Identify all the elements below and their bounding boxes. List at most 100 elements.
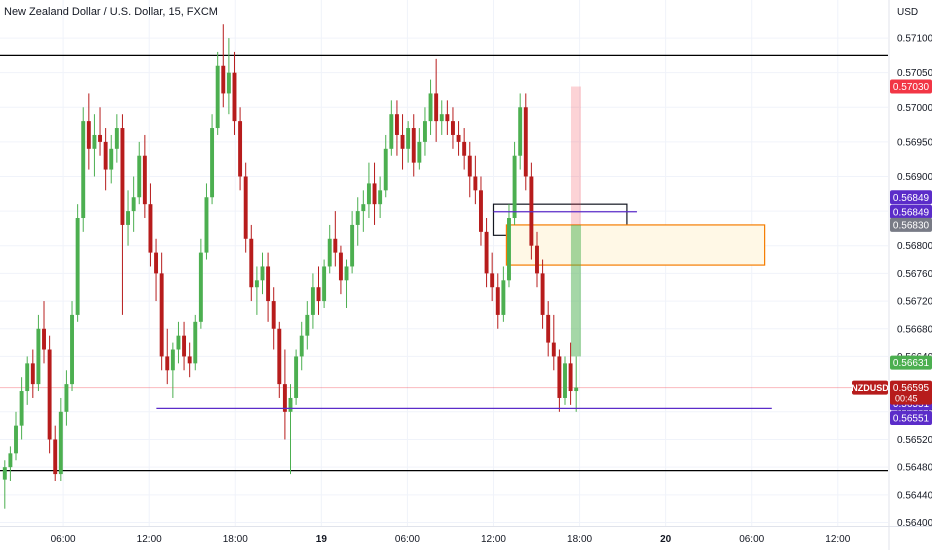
candle — [19, 377, 24, 440]
zone-box — [505, 224, 766, 266]
candle-body — [434, 93, 439, 122]
symbol-tag — [852, 380, 888, 395]
candle-body — [176, 335, 181, 350]
candle — [131, 176, 136, 232]
candle-body — [551, 342, 556, 357]
candle — [338, 245, 343, 295]
candle — [58, 397, 63, 482]
candle — [417, 128, 422, 170]
candle-body — [25, 363, 30, 392]
candle-body — [574, 387, 579, 392]
time-tick-label: 06:00 — [739, 534, 764, 545]
candle-body — [47, 349, 52, 440]
candle-body — [260, 266, 265, 281]
symbol-tag-label: NZDUSD — [851, 383, 889, 393]
candle-body — [36, 328, 41, 385]
candle — [215, 51, 220, 135]
candle — [450, 107, 455, 149]
candle-body — [198, 252, 203, 322]
candle-body — [316, 287, 321, 302]
candle — [299, 321, 304, 371]
price-tick-label: 0.56680 — [897, 324, 932, 335]
candle-body — [221, 65, 226, 94]
candle — [557, 349, 562, 412]
candle — [165, 328, 170, 385]
candle-body — [540, 273, 545, 315]
time-tick-label: 06:00 — [51, 534, 76, 545]
candle — [316, 266, 321, 315]
candle-body — [361, 204, 366, 212]
candle-body — [428, 93, 433, 122]
candle-body — [137, 155, 142, 198]
candle — [221, 24, 226, 108]
candle — [473, 155, 478, 205]
candle-body — [338, 252, 343, 281]
candle — [479, 176, 483, 246]
candle — [154, 238, 159, 302]
price-tick-label: 0.57000 — [897, 103, 932, 114]
price-badge — [890, 355, 932, 370]
last-price-label: 0.56595 — [893, 383, 930, 394]
candle-body — [445, 114, 450, 122]
candle — [495, 273, 500, 329]
candle — [523, 93, 528, 191]
candle — [310, 273, 315, 329]
candle — [462, 128, 467, 170]
candle-body — [159, 273, 164, 357]
candle — [551, 314, 556, 371]
candle — [142, 134, 147, 219]
candle-body — [546, 314, 551, 343]
candle — [70, 301, 74, 392]
candle-body — [417, 141, 422, 163]
candle — [126, 190, 131, 246]
candle-body — [14, 425, 18, 454]
candle — [456, 121, 461, 156]
candle-body — [389, 114, 394, 149]
candle-body — [215, 65, 220, 129]
candle-body — [238, 121, 243, 177]
candle-body — [383, 148, 388, 191]
candle — [535, 231, 539, 288]
price-tick-label: 0.56400 — [897, 518, 932, 529]
candle — [467, 141, 472, 198]
price-badge-label: 0.57030 — [893, 82, 930, 93]
candle-body — [42, 328, 46, 350]
candle-body — [484, 231, 489, 274]
candle — [333, 211, 338, 267]
candle-body — [282, 384, 287, 412]
candle-body — [490, 273, 495, 288]
candle-body — [305, 314, 310, 336]
candle — [574, 356, 579, 412]
time-axis[interactable]: 06:00 12:00 18:00 19 06:00 12:00 18:00 20 06:00 1… — [0, 526, 932, 546]
candle-body — [400, 134, 405, 149]
time-tick-label: 12:00 — [481, 534, 506, 545]
candle-body — [249, 238, 254, 288]
candle — [238, 107, 243, 191]
price-tick-label: 0.56900 — [897, 172, 932, 183]
candle — [383, 134, 388, 198]
candle — [75, 204, 80, 322]
candle — [193, 314, 198, 371]
candle — [282, 349, 287, 440]
time-tick-label: 18:00 — [567, 534, 592, 545]
candle-body — [355, 211, 360, 225]
candle-body — [406, 128, 411, 149]
drawings-front — [156, 211, 772, 409]
candle — [120, 114, 125, 315]
candle — [243, 162, 248, 253]
candle — [14, 411, 18, 461]
candle — [114, 114, 119, 163]
candle — [294, 349, 299, 405]
candle-body — [266, 266, 271, 302]
candle-body — [327, 238, 332, 267]
time-tick-label: 20 — [660, 534, 672, 545]
candle-body — [366, 183, 371, 205]
candle-body — [30, 363, 35, 385]
time-tick-label: 12:00 — [137, 534, 162, 545]
candle — [378, 176, 383, 219]
candle — [2, 460, 7, 509]
candle — [137, 141, 142, 205]
candle — [563, 356, 567, 405]
candle-body — [58, 411, 63, 475]
